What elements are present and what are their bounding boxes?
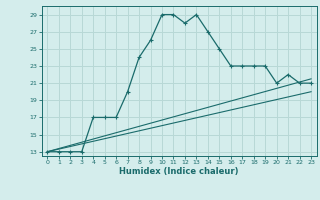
X-axis label: Humidex (Indice chaleur): Humidex (Indice chaleur)	[119, 167, 239, 176]
